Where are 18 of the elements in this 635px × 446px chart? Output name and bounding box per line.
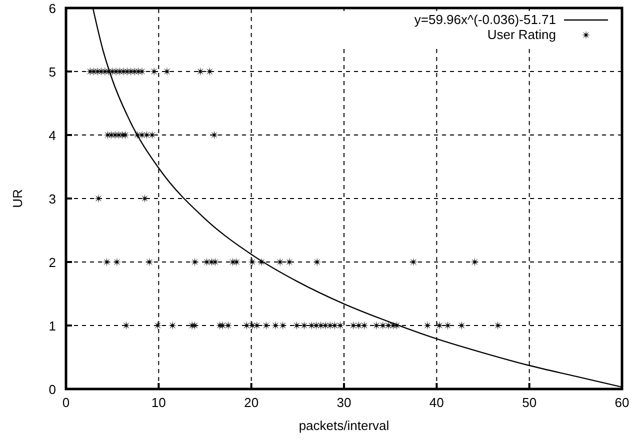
- x-tick-label: 30: [336, 395, 352, 410]
- y-tick-label: 2: [48, 255, 56, 270]
- y-tick-label: 0: [48, 382, 56, 397]
- y-tick-label: 1: [48, 318, 56, 334]
- y-tick-label: 4: [48, 128, 56, 143]
- legend-label: User Rating: [487, 27, 556, 42]
- y-tick-label: 5: [48, 64, 56, 80]
- x-tick-label: 0: [62, 395, 70, 410]
- x-tick-label: 40: [429, 395, 444, 410]
- x-tick-label: 10: [151, 395, 166, 410]
- y-tick-label: 3: [48, 192, 56, 206]
- x-tick-label: 60: [614, 395, 630, 410]
- legend-label: y=59.96x^(-0.036)-51.71: [414, 12, 556, 27]
- y-axis-title: UR: [10, 189, 25, 208]
- y-tick-label: 6: [48, 1, 56, 16]
- x-axis-title: packets/interval: [298, 418, 390, 433]
- x-tick-label: 20: [244, 395, 259, 410]
- x-tick-label: 50: [522, 395, 537, 410]
